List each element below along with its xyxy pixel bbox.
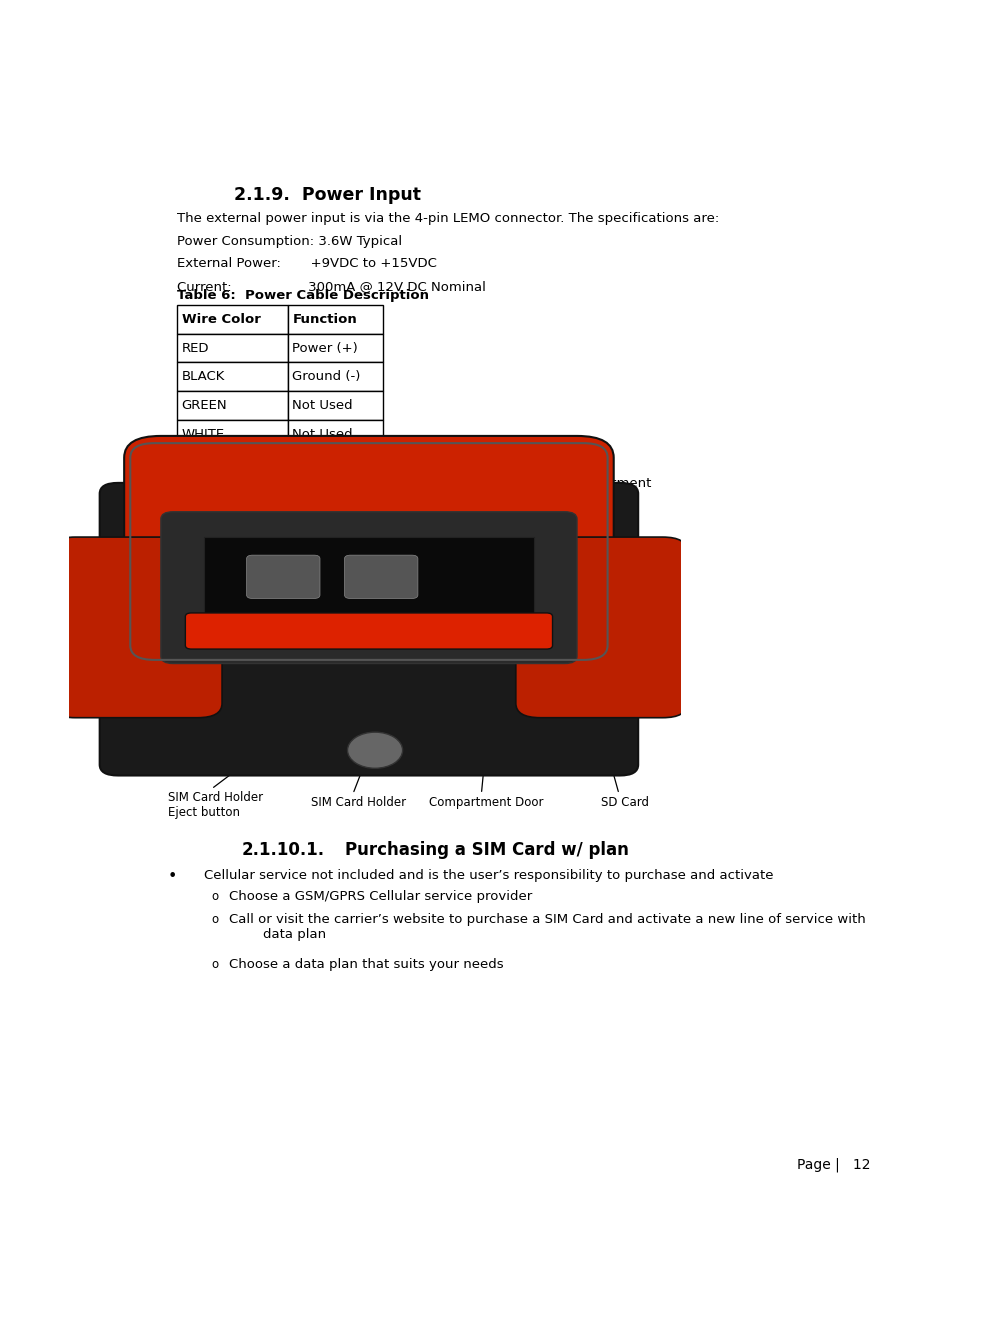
Bar xyxy=(176,305,288,333)
FancyBboxPatch shape xyxy=(50,537,222,717)
Text: Wire Color: Wire Color xyxy=(181,313,260,325)
FancyBboxPatch shape xyxy=(344,555,417,598)
FancyBboxPatch shape xyxy=(185,613,552,649)
Text: Not Used: Not Used xyxy=(292,399,353,412)
Text: Page |   12: Page | 12 xyxy=(796,1157,869,1172)
FancyBboxPatch shape xyxy=(124,436,613,660)
FancyBboxPatch shape xyxy=(161,511,577,664)
Text: RED: RED xyxy=(181,341,209,355)
FancyBboxPatch shape xyxy=(100,483,638,776)
Text: Table 6:  Power Cable Description: Table 6: Power Cable Description xyxy=(176,289,429,302)
Bar xyxy=(288,305,383,333)
Bar xyxy=(176,363,288,391)
Bar xyxy=(288,333,383,363)
Text: Choose a data plan that suits your needs: Choose a data plan that suits your needs xyxy=(229,958,503,971)
Text: Choose a GSM/GPRS Cellular service provider: Choose a GSM/GPRS Cellular service provi… xyxy=(229,890,531,903)
Text: Power Consumption: 3.6W Typical: Power Consumption: 3.6W Typical xyxy=(176,234,401,248)
Text: GREEN: GREEN xyxy=(181,399,227,412)
Text: Figure 6: SIM Card & SD Card Compartment: Figure 6: SIM Card & SD Card Compartment xyxy=(360,476,651,490)
Text: BLACK: BLACK xyxy=(181,371,225,384)
Text: •: • xyxy=(168,870,176,884)
Text: Power (+): Power (+) xyxy=(292,341,358,355)
Text: 2.1.9.  Power Input: 2.1.9. Power Input xyxy=(234,186,421,205)
Text: SIM Card Holder: SIM Card Holder xyxy=(311,796,405,809)
Text: Purchasing a SIM Card w/ plan: Purchasing a SIM Card w/ plan xyxy=(345,840,628,859)
Text: Call or visit the carrier’s website to purchase a SIM Card and activate a new li: Call or visit the carrier’s website to p… xyxy=(229,913,865,941)
Bar xyxy=(288,420,383,450)
Bar xyxy=(203,537,533,638)
Text: External Power:       +9VDC to +15VDC: External Power: +9VDC to +15VDC xyxy=(176,257,437,270)
Text: Ground (-): Ground (-) xyxy=(292,371,361,384)
Text: o: o xyxy=(211,958,218,971)
FancyBboxPatch shape xyxy=(246,555,319,598)
Text: The external power input is via the 4-pin LEMO connector. The specifications are: The external power input is via the 4-pi… xyxy=(176,213,719,225)
Bar xyxy=(176,420,288,450)
Text: 2.1.10.1.: 2.1.10.1. xyxy=(242,840,324,859)
Text: 2.1.10.: 2.1.10. xyxy=(242,451,310,470)
Ellipse shape xyxy=(347,732,402,768)
Text: Current:                  300mA @ 12V DC Nominal: Current: 300mA @ 12V DC Nominal xyxy=(176,280,485,293)
Bar xyxy=(288,391,383,420)
Text: SIM Card: SIM Card xyxy=(406,451,494,470)
Text: SIM Card Holder
Eject button: SIM Card Holder Eject button xyxy=(168,791,262,819)
Bar xyxy=(176,391,288,420)
Bar xyxy=(176,333,288,363)
Text: Cellular service not included and is the user’s responsibility to purchase and a: Cellular service not included and is the… xyxy=(203,870,772,882)
Text: Function: Function xyxy=(292,313,357,325)
Text: Not Used: Not Used xyxy=(292,428,353,442)
Text: Compartment Door: Compartment Door xyxy=(429,796,543,809)
Text: o: o xyxy=(211,913,218,926)
Text: SD Card: SD Card xyxy=(600,796,649,809)
FancyBboxPatch shape xyxy=(516,537,686,717)
Text: o: o xyxy=(211,890,218,903)
Bar xyxy=(288,363,383,391)
Text: WHITE: WHITE xyxy=(181,428,225,442)
